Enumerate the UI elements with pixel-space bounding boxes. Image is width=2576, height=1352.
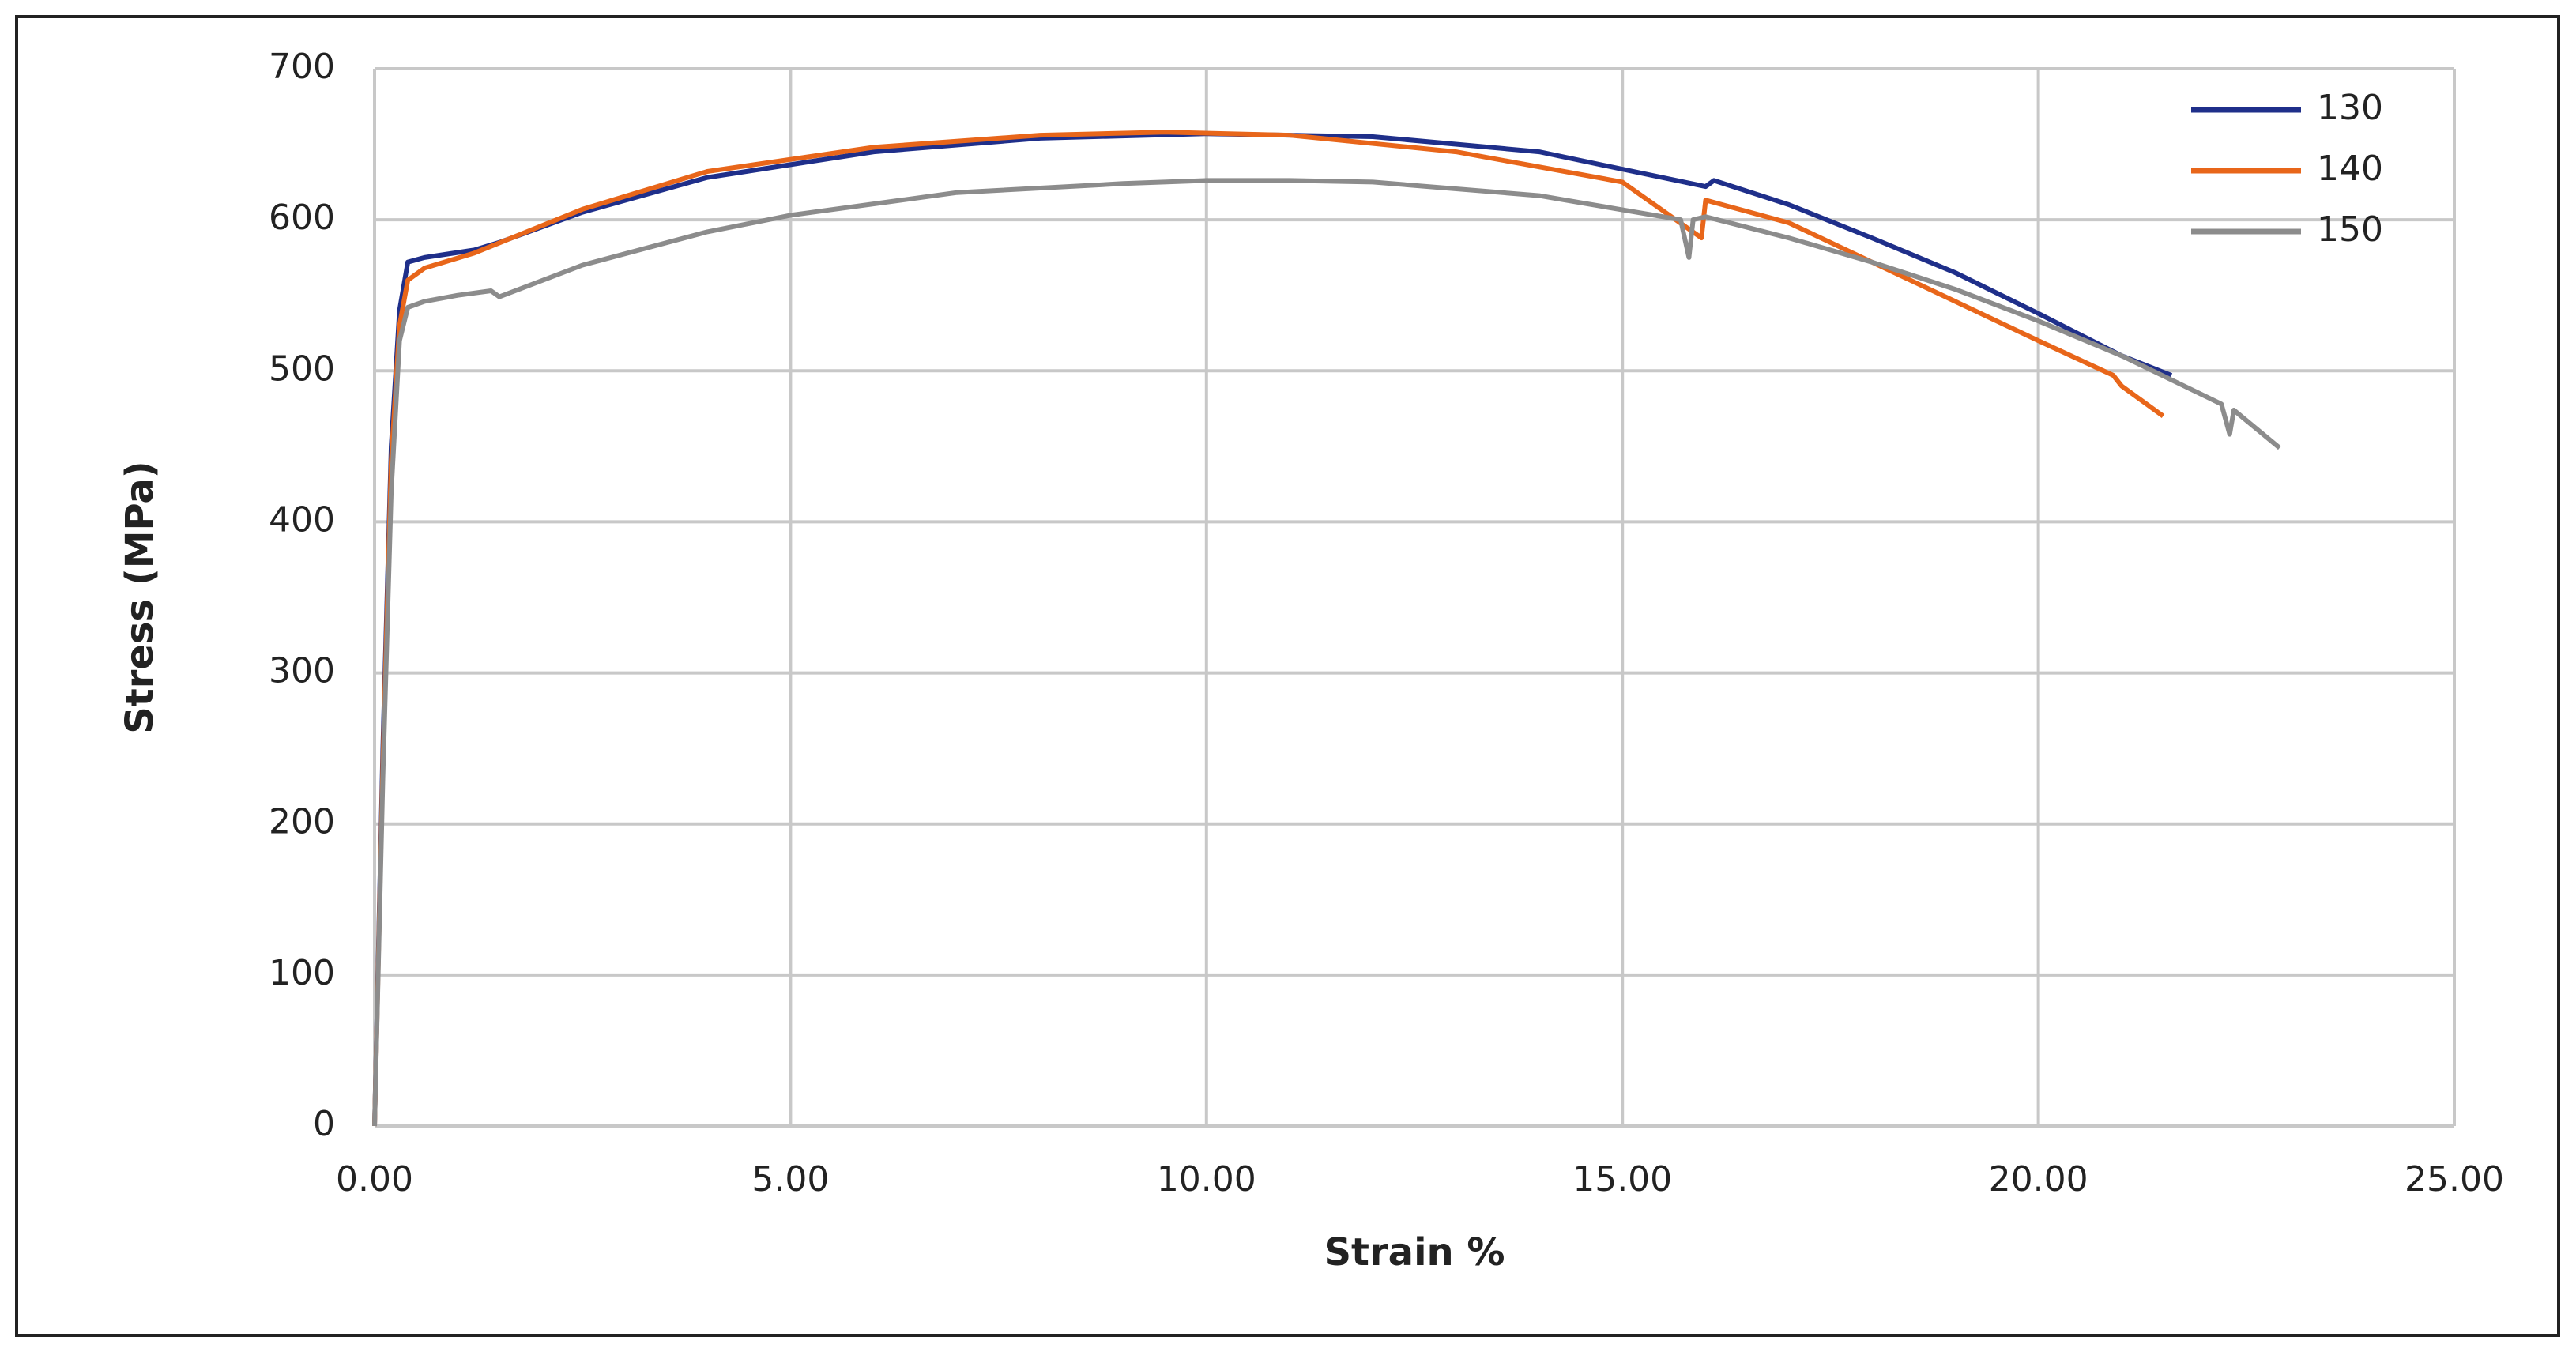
legend-label: 140 <box>2317 149 2383 189</box>
x-tick-label: 0.00 <box>336 1159 413 1199</box>
line-series <box>372 178 2281 1127</box>
legend-label: 130 <box>2317 88 2383 128</box>
x-tick-label: 15.00 <box>1572 1159 1672 1199</box>
y-tick-label: 100 <box>269 953 335 993</box>
x-tick-label: 10.00 <box>1157 1159 1256 1199</box>
y-tick-label: 0 <box>313 1104 335 1144</box>
y-tick-label: 700 <box>269 47 335 87</box>
y-tick-label: 200 <box>269 802 335 842</box>
x-tick-label: 5.00 <box>751 1159 829 1199</box>
line-series <box>372 131 2173 1127</box>
y-tick-label: 600 <box>269 198 335 238</box>
x-axis-title: Strain % <box>1324 1230 1505 1275</box>
frame <box>15 15 2560 1337</box>
x-tick-label: 20.00 <box>1989 1159 2088 1199</box>
x-tick-label: 25.00 <box>2405 1159 2504 1199</box>
y-tick-label: 400 <box>269 499 335 540</box>
line-series <box>372 130 2165 1127</box>
y-tick-label: 500 <box>269 348 335 389</box>
legend-label: 150 <box>2317 209 2383 250</box>
y-axis-title: Stress (MPa) <box>118 461 162 734</box>
y-tick-label: 300 <box>269 651 335 691</box>
